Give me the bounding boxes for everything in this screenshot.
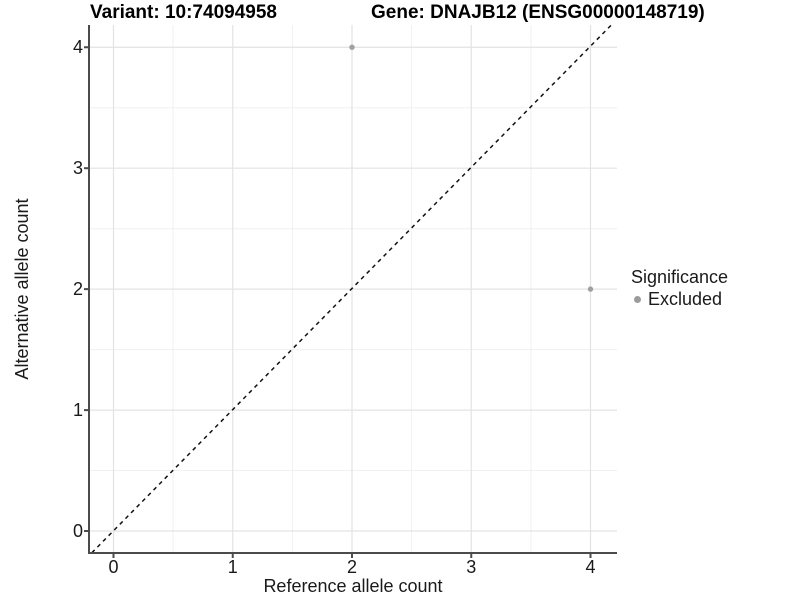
legend-title: Significance: [631, 267, 729, 287]
legend-item-excluded: Excluded: [631, 289, 728, 309]
x-tick-label: 4: [585, 557, 596, 577]
legend-item-label: Excluded: [648, 289, 723, 309]
scatter-points: [349, 44, 594, 292]
x-tick-label: 2: [346, 557, 357, 577]
x-tick-label: 3: [466, 557, 477, 577]
legend-point-swatch-icon: [634, 296, 641, 303]
y-axis-label: Alternative allele count: [12, 198, 32, 380]
x-tick-label: 0: [108, 557, 119, 577]
major-gridlines: [89, 25, 617, 553]
identity-reference-line: [91, 24, 613, 554]
y-tick-label: 1: [72, 400, 83, 420]
legend: Significance Excluded: [631, 267, 728, 309]
x-axis-label: Reference allele count: [263, 576, 443, 596]
y-tick-label: 4: [72, 37, 83, 57]
x-tick-label: 1: [227, 557, 238, 577]
y-tick-label: 2: [72, 279, 83, 299]
y-tick-label: 3: [72, 158, 83, 178]
axis-tick-marks: [84, 46, 592, 558]
data-point: [587, 286, 594, 292]
data-point: [349, 44, 355, 50]
y-tick-label: 0: [72, 521, 83, 541]
plot-title-gene: Gene: DNAJB12 (ENSG00000148719): [371, 2, 705, 23]
plot-title-variant: Variant: 10:74094958: [90, 2, 277, 23]
